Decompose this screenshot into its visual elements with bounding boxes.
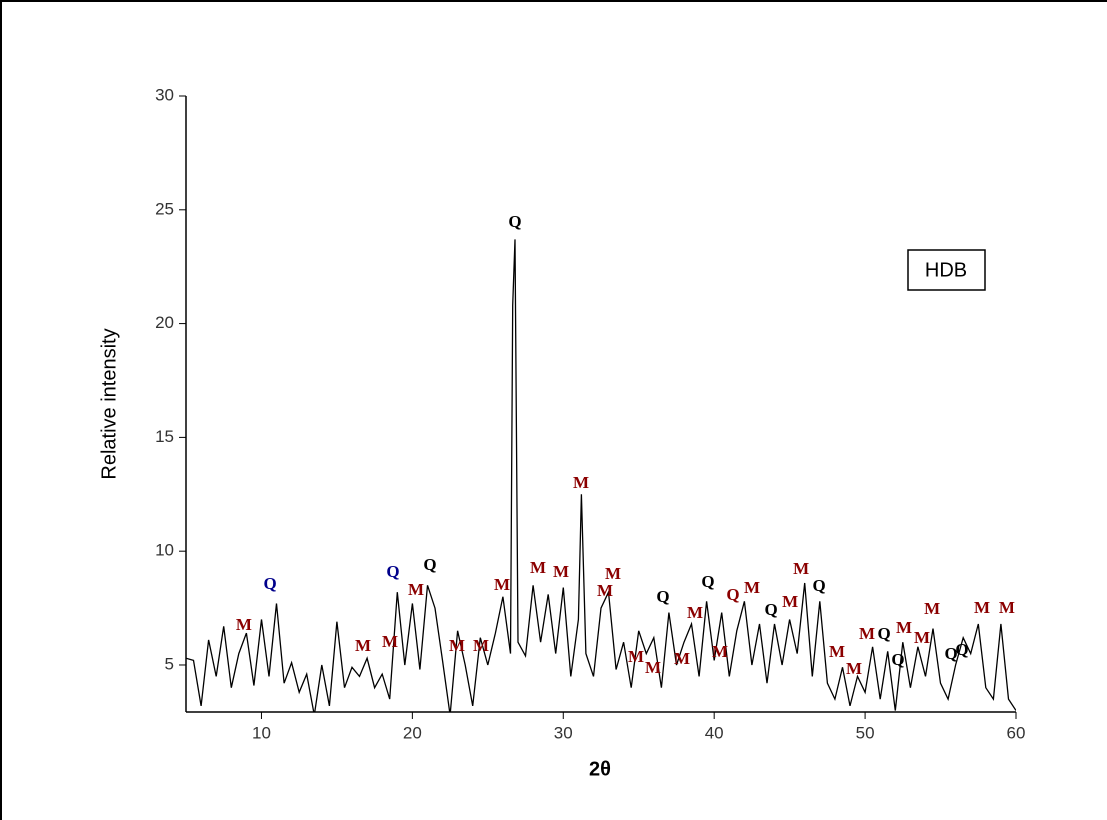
annotation: Q: [263, 574, 276, 593]
annotation: M: [473, 636, 489, 655]
annotation: M: [597, 581, 613, 600]
annotation: M: [829, 642, 845, 661]
annotation: M: [999, 598, 1015, 617]
y-axis-label: Relative intensity: [98, 328, 120, 479]
annotation: Q: [726, 585, 739, 604]
annotation: M: [494, 575, 510, 594]
x-axis-label: 2θ: [589, 758, 611, 780]
annotation: M: [449, 636, 465, 655]
annotation: Q: [812, 576, 825, 595]
annotation: M: [553, 562, 569, 581]
annotation: M: [645, 658, 661, 677]
y-tick-label: 5: [165, 654, 174, 673]
annotation: Q: [386, 562, 399, 581]
annotation: M: [974, 598, 990, 617]
annotation: M: [628, 647, 644, 666]
annotation: Q: [508, 212, 521, 231]
y-tick-label: 15: [155, 427, 174, 446]
annotation: M: [236, 615, 252, 634]
annotation: M: [914, 628, 930, 647]
annotation: M: [573, 473, 589, 492]
x-tick-label: 60: [1007, 723, 1026, 742]
annotation: M: [846, 659, 862, 678]
y-tick-label: 20: [155, 313, 174, 332]
annotation: M: [382, 632, 398, 651]
annotation: Q: [701, 572, 714, 591]
x-tick-label: 50: [856, 723, 875, 742]
legend-label: HDB: [925, 259, 967, 281]
annotation: M: [859, 624, 875, 643]
annotation: Q: [891, 650, 904, 669]
annotation: Q: [423, 555, 436, 574]
legend-box: [907, 249, 986, 291]
annotation: M: [605, 564, 621, 583]
annotation: M: [355, 636, 371, 655]
annotation: M: [712, 642, 728, 661]
annotation: Q: [764, 600, 777, 619]
annotation: M: [924, 599, 940, 618]
y-tick-label: 10: [155, 541, 174, 560]
annotation: Q: [656, 587, 669, 606]
y-tick-label: 25: [155, 199, 174, 218]
x-tick-label: 10: [252, 723, 271, 742]
x-tick-label: 20: [403, 723, 422, 742]
y-tick-label: 30: [155, 85, 174, 104]
annotation: M: [687, 603, 703, 622]
x-tick-label: 40: [705, 723, 724, 742]
annotation: M: [793, 559, 809, 578]
x-tick-label: 30: [554, 723, 573, 742]
annotation: Q: [877, 624, 890, 643]
data-line: [186, 239, 1016, 712]
annotation: Q: [955, 640, 968, 659]
annotation: Q: [944, 644, 957, 663]
annotation: M: [408, 580, 424, 599]
annotation: M: [674, 649, 690, 668]
annotation: M: [782, 592, 798, 611]
annotation: M: [530, 558, 546, 577]
annotation: M: [744, 578, 760, 597]
annotation: M: [896, 618, 912, 637]
